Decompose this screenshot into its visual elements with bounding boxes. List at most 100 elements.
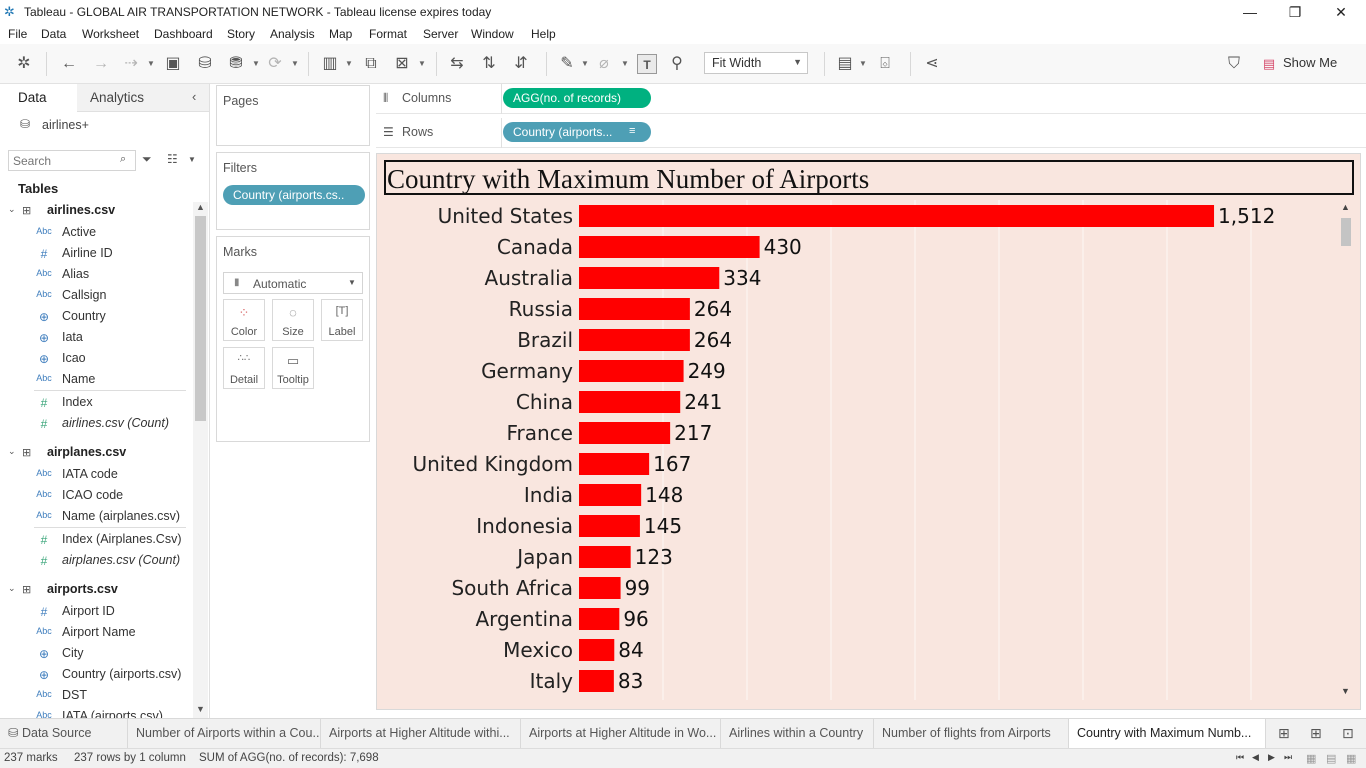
show-mark-labels-icon[interactable]: T <box>637 54 657 74</box>
pages-card[interactable]: Pages <box>216 85 370 146</box>
bar[interactable] <box>579 484 642 506</box>
swap-rows-columns-icon[interactable]: ⇆ <box>450 55 464 72</box>
field-item[interactable]: # airplanes.csv (Count) <box>0 550 190 571</box>
label-button[interactable]: [T] Label <box>321 299 363 341</box>
new-worksheet-icon[interactable]: ⊞ <box>1278 725 1290 741</box>
bar[interactable] <box>579 577 621 599</box>
bar[interactable] <box>579 329 690 351</box>
show-me-button[interactable]: Show Me <box>1283 55 1338 70</box>
new-story-icon[interactable]: ⊡ <box>1342 725 1354 741</box>
first-sheet-icon[interactable]: ⏮ <box>1236 752 1245 762</box>
chart-title-box[interactable]: Country with Maximum Number of Airports <box>384 160 1354 195</box>
bar[interactable] <box>579 515 640 537</box>
sheet-tab[interactable]: Airlines within a Country <box>721 719 874 749</box>
field-item[interactable]: ⊕ Country <box>0 306 190 327</box>
chevron-down-icon[interactable]: ⌄ <box>8 204 16 214</box>
chevron-down-icon[interactable]: ▼ <box>581 59 589 68</box>
bar[interactable] <box>579 360 684 382</box>
data-source-tab[interactable]: ⛁ Data Source <box>0 719 128 749</box>
chevron-down-icon[interactable]: ⌄ <box>8 583 16 593</box>
sheet-tab[interactable]: Airports at Higher Altitude withi... <box>321 719 521 749</box>
filter-icon[interactable]: ⏷ <box>142 152 152 166</box>
rows-pill[interactable]: Country (airports... <box>503 122 651 142</box>
collapse-pane-icon[interactable]: ‹ <box>192 89 197 104</box>
bar[interactable] <box>579 639 615 661</box>
save-icon[interactable]: ▣ <box>165 55 181 72</box>
field-item[interactable]: # Airline ID <box>0 243 190 264</box>
chevron-down-icon[interactable]: ⌄ <box>8 446 16 456</box>
new-worksheet-icon[interactable]: ▥ <box>322 55 338 72</box>
menu-file[interactable]: File <box>8 27 28 41</box>
sort-descending-icon[interactable]: ⇵ <box>514 55 528 72</box>
color-button[interactable]: ⁘ Color <box>223 299 265 341</box>
rows-shelf[interactable]: ☰ Rows Country (airports... ≡ <box>376 118 1366 148</box>
new-dashboard-icon[interactable]: ⊞ <box>1310 725 1322 741</box>
sheet-tab-active[interactable]: Country with Maximum Numb... <box>1069 719 1266 749</box>
chevron-down-icon[interactable]: ▼ <box>859 59 867 68</box>
sheet-tab[interactable]: Number of Airports within a Cou... <box>128 719 321 749</box>
view-list-icon[interactable]: ☷ <box>167 152 178 166</box>
show-sheet-sorter-icon[interactable]: ▦ <box>1346 753 1357 765</box>
show-tabs-icon[interactable]: ▤ <box>1326 753 1337 765</box>
bar[interactable] <box>579 608 620 630</box>
data-pane-scrollbar[interactable]: ▲ ▼ <box>193 202 208 718</box>
scroll-up-icon[interactable]: ▲ <box>1341 202 1350 212</box>
field-item[interactable]: Abc Alias <box>0 264 190 285</box>
field-item[interactable]: ⊕ Iata <box>0 327 190 348</box>
scrollbar-thumb[interactable] <box>195 216 206 421</box>
tooltip-button[interactable]: ▭ Tooltip <box>272 347 314 389</box>
fix-axes-icon[interactable]: ⚲ <box>671 55 683 72</box>
field-item[interactable]: # Index <box>0 392 190 413</box>
menu-data[interactable]: Data <box>41 27 67 41</box>
scroll-up-icon[interactable]: ▲ <box>196 202 205 212</box>
scrollbar-thumb[interactable] <box>1341 218 1351 246</box>
datasource-name[interactable]: airlines+ <box>42 118 89 132</box>
bar[interactable] <box>579 267 720 289</box>
tableau-home-icon[interactable]: ✲ <box>17 55 31 72</box>
field-item[interactable]: Abc Name (airplanes.csv) <box>0 506 190 527</box>
bar[interactable] <box>579 298 690 320</box>
table-airports[interactable]: ⌄ ⊞ airports.csv <box>0 580 190 601</box>
field-item[interactable]: # Airport ID <box>0 601 190 622</box>
field-item[interactable]: # airlines.csv (Count) <box>0 413 190 434</box>
clear-sheet-icon[interactable]: ⊠ <box>395 55 409 72</box>
field-item[interactable]: Abc Callsign <box>0 285 190 306</box>
field-item[interactable]: ⊕ Country (airports.csv) <box>0 664 190 685</box>
bar[interactable] <box>579 422 671 444</box>
filter-pill-country[interactable]: Country (airports.cs.. <box>223 185 365 205</box>
menu-window[interactable]: Window <box>471 27 514 41</box>
detail-button[interactable]: ∴∴ Detail <box>223 347 265 389</box>
pause-updates-icon[interactable]: ⛃ <box>229 55 243 72</box>
group-members-icon[interactable]: ⌀ <box>599 55 609 72</box>
sheet-tab[interactable]: Number of flights from Airports <box>874 719 1069 749</box>
bar[interactable] <box>579 236 760 258</box>
field-item[interactable]: Abc DST <box>0 685 190 706</box>
sort-ascending-icon[interactable]: ⇅ <box>482 55 496 72</box>
tab-analytics[interactable]: Analytics ‹ <box>77 84 209 112</box>
next-sheet-icon[interactable]: ▶ <box>1268 752 1275 762</box>
menu-analysis[interactable]: Analysis <box>270 27 315 41</box>
field-item[interactable]: Abc ICAO code <box>0 485 190 506</box>
scroll-down-icon[interactable]: ▼ <box>1341 686 1350 696</box>
field-item[interactable]: Abc Name <box>0 369 190 390</box>
replay-icon[interactable]: ⇢ <box>124 55 138 72</box>
refresh-icon[interactable]: ⟳ <box>268 55 282 72</box>
share-icon[interactable]: ⋖ <box>925 55 939 72</box>
show-cards-icon[interactable]: ▤ <box>837 55 853 72</box>
restore-icon[interactable]: ❐ <box>1288 4 1302 20</box>
field-item[interactable]: Abc Active <box>0 222 190 243</box>
chevron-down-icon[interactable]: ▼ <box>188 155 196 164</box>
close-icon[interactable]: ✕ <box>1335 4 1347 20</box>
field-item[interactable]: # Index (Airplanes.Csv) <box>0 529 190 550</box>
field-item[interactable]: Abc IATA (airports.csv) <box>0 706 190 718</box>
chevron-down-icon[interactable]: ▼ <box>621 59 629 68</box>
tab-data[interactable]: Data <box>0 84 77 112</box>
bar[interactable] <box>579 205 1215 227</box>
table-airlines[interactable]: ⌄ ⊞ airlines.csv <box>0 201 190 222</box>
field-item[interactable]: ⊕ City <box>0 643 190 664</box>
chevron-down-icon[interactable]: ▼ <box>345 59 353 68</box>
menu-format[interactable]: Format <box>369 27 408 41</box>
bar[interactable] <box>579 670 614 692</box>
menu-dashboard[interactable]: Dashboard <box>154 27 213 41</box>
size-button[interactable]: ◌ Size <box>272 299 314 341</box>
